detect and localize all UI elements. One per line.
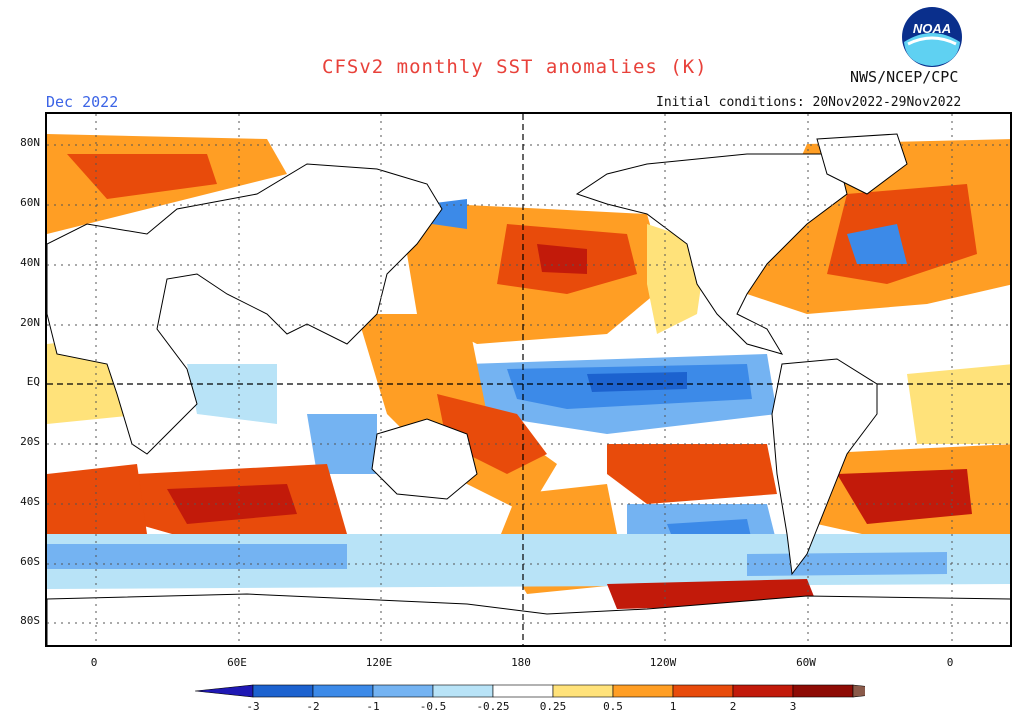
agency-label: NWS/NCEP/CPC: [850, 68, 959, 86]
lon-label-120e: 120E: [365, 656, 393, 669]
lat-label-eq: EQ: [26, 375, 40, 388]
lon-label-180: 180: [511, 656, 531, 669]
colorbar-swatch: [252, 684, 314, 698]
map-title: CFSv2 monthly SST anomalies (K): [322, 56, 708, 78]
colorbar-tick-label: 3: [789, 700, 797, 713]
colorbar-swatch: [372, 684, 434, 698]
land-masses: [47, 133, 1010, 645]
colorbar-tick-label: -0.25: [476, 700, 510, 713]
lat-label-80n: 80N: [20, 136, 40, 149]
colorbar-swatch: [552, 684, 614, 698]
colorbar-swatch: [492, 684, 554, 698]
graticule: [47, 114, 1010, 645]
lon-label-60w: 60W: [796, 656, 816, 669]
lon-label-0-east: 0: [946, 656, 954, 669]
sst-anomaly-map: [45, 112, 1012, 647]
lat-label-60s: 60S: [20, 555, 40, 568]
forecast-month: Dec 2022: [46, 93, 119, 111]
colorbar-swatch: [612, 684, 674, 698]
colorbar-tick-label: -3: [246, 700, 260, 713]
colorbar-swatch: [312, 684, 374, 698]
initial-conditions: Initial conditions: 20Nov2022-29Nov2022: [656, 95, 962, 110]
lon-label-60e: 60E: [227, 656, 247, 669]
lat-label-80s: 80S: [20, 614, 40, 627]
lat-label-20n: 20N: [20, 316, 40, 329]
colorbar-swatch-low-end: [195, 684, 254, 698]
colorbar-swatch: [672, 684, 734, 698]
colorbar-tick-label: -1: [366, 700, 380, 713]
colorbar: [195, 684, 865, 698]
colorbar-swatch: [432, 684, 494, 698]
colorbar-tick-label: 1: [669, 700, 677, 713]
colorbar-tick-label: 0.5: [603, 700, 623, 713]
lat-label-40s: 40S: [20, 495, 40, 508]
lon-label-0: 0: [90, 656, 98, 669]
colorbar-tick-label: -0.5: [419, 700, 447, 713]
colorbar-swatch-high-end: [852, 684, 865, 698]
equator-dateline: [47, 114, 1010, 645]
colorbar-swatch: [792, 684, 854, 698]
lon-label-120w: 120W: [649, 656, 677, 669]
colorbar-swatch: [732, 684, 794, 698]
lat-label-20s: 20S: [20, 435, 40, 448]
lat-label-60n: 60N: [20, 196, 40, 209]
map-canvas: [47, 114, 1010, 645]
logo-text: NOAA: [913, 21, 951, 36]
colorbar-tick-label: 0.25: [539, 700, 567, 713]
colorbar-tick-label: -2: [306, 700, 320, 713]
noaa-logo: NOAA: [902, 7, 962, 67]
colorbar-tick-label: 2: [729, 700, 737, 713]
lat-label-40n: 40N: [20, 256, 40, 269]
